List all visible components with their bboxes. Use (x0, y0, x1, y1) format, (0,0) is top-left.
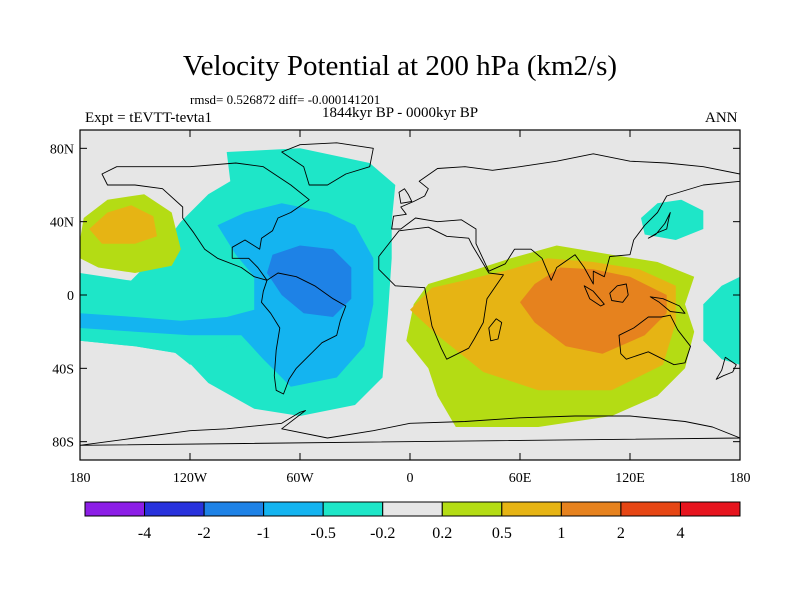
y-tick-label: 40N (50, 216, 74, 231)
contour-negative-0.2-dateline (703, 276, 740, 365)
colorbar-swatch (84, 501, 146, 517)
colorbar-swatch (203, 501, 265, 517)
colorbar-label: -4 (138, 525, 151, 542)
contour-negative-0.2-japan (641, 199, 704, 240)
x-tick-label: 60E (509, 471, 532, 486)
colorbar-swatch (501, 501, 562, 517)
colorbar-label: 0.5 (492, 525, 512, 542)
colorbar-label: -0.2 (370, 525, 395, 542)
colorbar-label: -0.5 (311, 525, 336, 542)
colorbar-swatch (560, 501, 622, 517)
coastline-greenland (281, 142, 374, 186)
y-tick-label: 80N (50, 142, 74, 157)
x-tick-label: 60W (286, 471, 314, 486)
coastline-uk (398, 188, 413, 204)
coastline-sumatra (583, 285, 605, 307)
x-tick-label: 0 (407, 471, 414, 486)
experiment-label: Expt = tEVTT-tevta1 (85, 110, 213, 126)
colorbar-swatch (620, 501, 681, 517)
colorbar-label: 1 (557, 525, 565, 542)
y-tick-label: 80S (52, 436, 74, 451)
colorbar-label: -1 (257, 525, 270, 542)
coastline-africa (378, 226, 504, 360)
chart-title: Velocity Potential at 200 hPa (km2/s) (182, 50, 618, 82)
x-tick-label: 180 (730, 471, 751, 486)
coastline-north-america (101, 162, 310, 281)
y-tick-label: 40S (52, 362, 74, 377)
coastline-madagascar (488, 318, 503, 342)
colorbar-swatch (263, 501, 324, 517)
coastline-eurasia (391, 153, 740, 285)
x-tick-label: 120W (173, 471, 208, 486)
x-tick-label: 180 (70, 471, 91, 486)
coastline-japan (647, 212, 671, 239)
colorbar-swatch (382, 501, 443, 517)
coastline-antarctica (80, 410, 740, 446)
contour-positive-1-to-2-indian (520, 267, 667, 354)
period-label: 1844kyr BP - 0000kyr BP (322, 105, 479, 121)
contour-negative-0.2-to-0.5-atlantic (80, 273, 273, 365)
colorbar-swatch (441, 501, 503, 517)
x-tick-label: 120E (615, 471, 645, 486)
coastline-australia (618, 314, 691, 366)
contour-negative-1-to-2-core (267, 245, 352, 317)
colorbar-label: 0.2 (432, 525, 452, 542)
contour-positive-1-pacific-core (89, 205, 157, 244)
colorbar-label: 2 (617, 525, 625, 542)
stats-line: rmsd= 0.526872 diff= -0.000141201 (190, 92, 381, 107)
coastline-new-zealand (715, 356, 737, 380)
colorbar-swatch (144, 501, 205, 517)
season-label: ANN (705, 110, 738, 126)
colorbar-swatch (679, 501, 741, 517)
coastline-new-guinea (649, 296, 686, 314)
colorbar-label: 4 (676, 525, 684, 542)
colorbar-swatch (322, 501, 384, 517)
coastline-borneo (609, 283, 629, 303)
coastline-south-america (261, 272, 347, 395)
y-tick-label: 0 (67, 289, 74, 304)
colorbar-label: -2 (197, 525, 210, 542)
